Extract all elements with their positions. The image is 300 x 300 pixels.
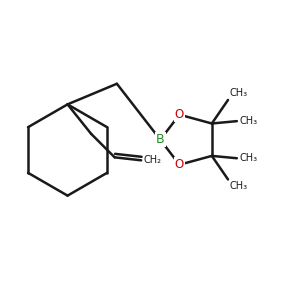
Text: CH₂: CH₂ — [143, 155, 161, 165]
Text: CH₃: CH₃ — [239, 116, 257, 126]
Text: CH₃: CH₃ — [239, 153, 257, 163]
Text: CH₃: CH₃ — [230, 88, 247, 98]
Text: B: B — [156, 133, 165, 146]
Text: O: O — [175, 158, 184, 171]
Text: CH₃: CH₃ — [230, 181, 247, 191]
Text: O: O — [175, 108, 184, 121]
